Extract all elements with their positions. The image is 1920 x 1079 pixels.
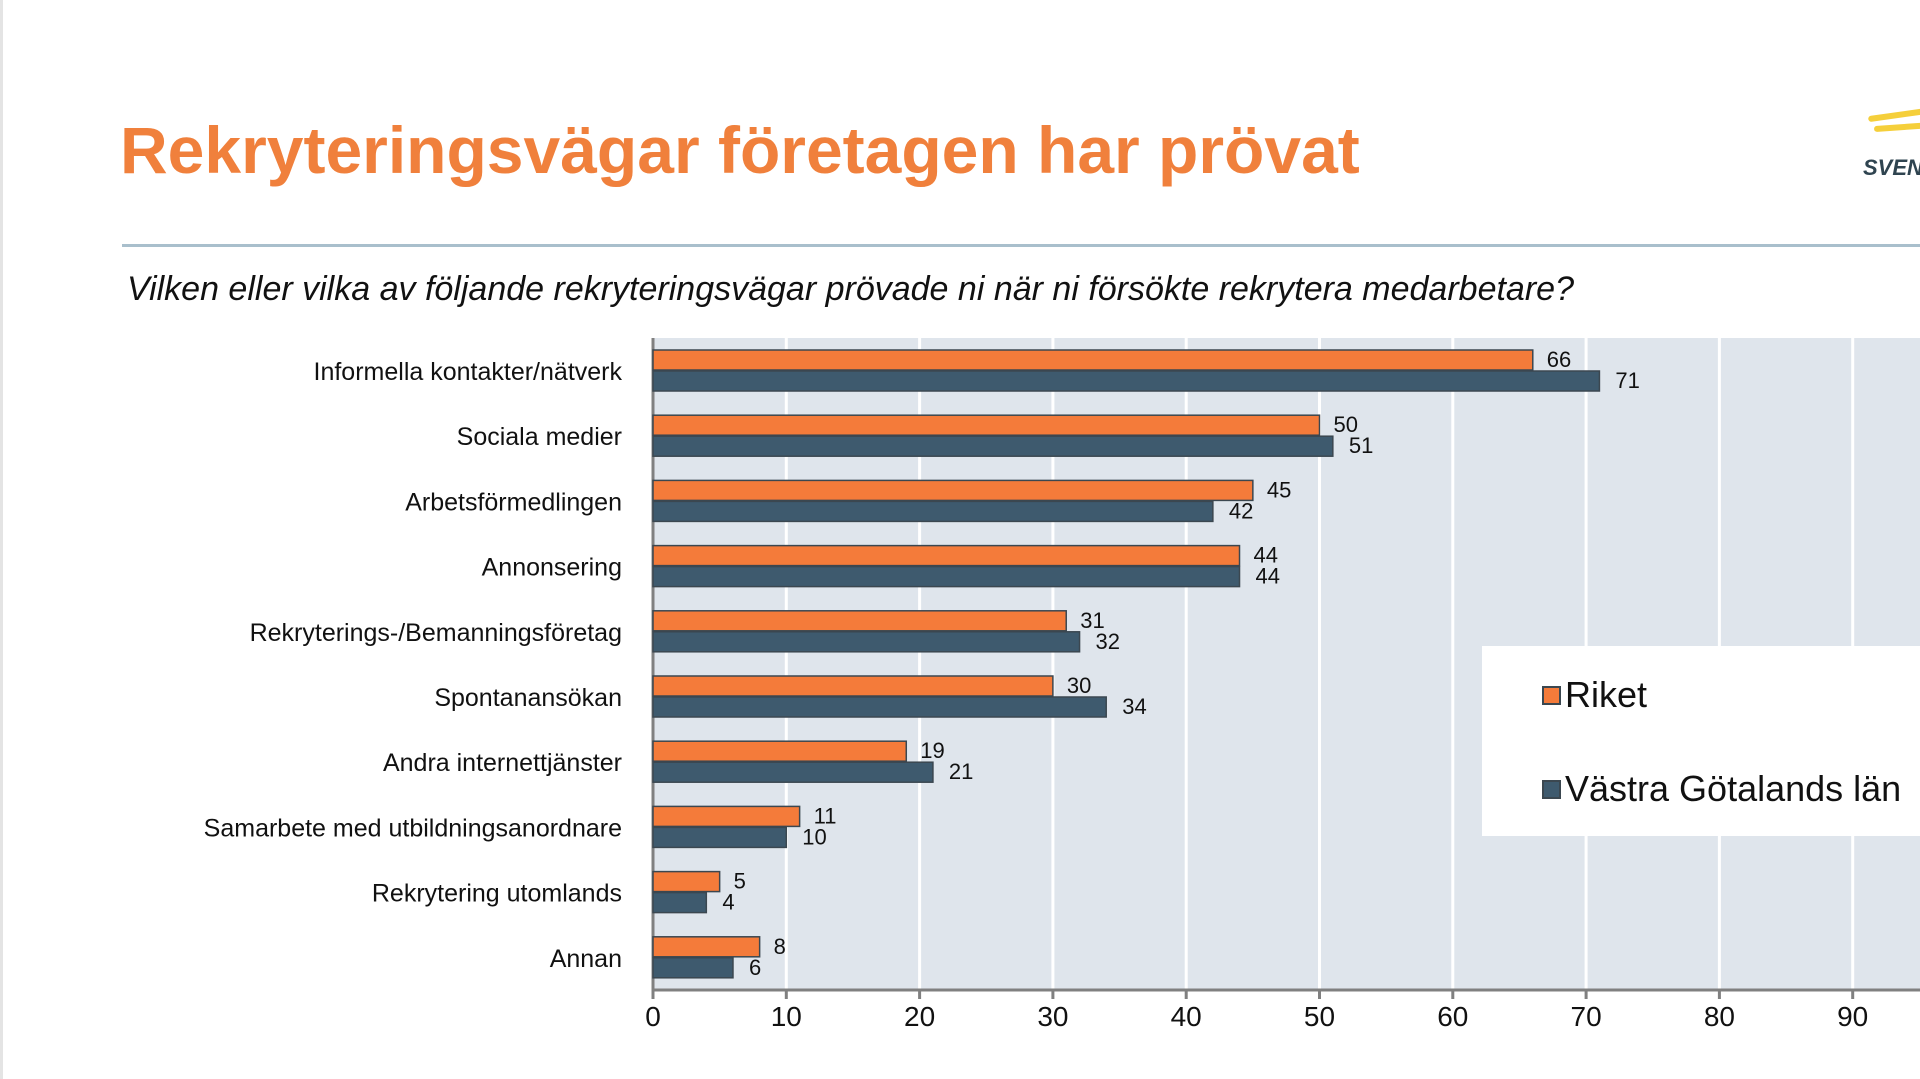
bar-riket — [652, 805, 801, 828]
bar-riket — [652, 610, 1067, 632]
x-tick-label: 80 — [1704, 1001, 1735, 1032]
bar-riket — [652, 740, 908, 762]
category-label: Rekrytering utomlands — [372, 880, 622, 908]
legend: Riket Västra Götalands län — [1482, 646, 1920, 836]
category-label: Annan — [550, 945, 622, 973]
bar-riket — [652, 544, 1241, 567]
x-tick-label: 30 — [1037, 1001, 1068, 1032]
data-label: 10 — [802, 824, 826, 849]
bar-vastra-gotaland — [652, 435, 1334, 457]
data-label: 19 — [920, 738, 944, 763]
bar-vastra-gotaland — [652, 696, 1107, 718]
category-label: Arbetsförmedlingen — [405, 488, 622, 516]
data-label: 4 — [722, 890, 734, 915]
logo-text: SVEN — [1863, 155, 1920, 180]
x-tick-label: 70 — [1571, 1001, 1602, 1032]
legend-swatch-riket — [1542, 685, 1561, 705]
x-tick-label: 60 — [1437, 1001, 1468, 1032]
data-label: 44 — [1254, 543, 1278, 568]
x-tick-label: 10 — [771, 1001, 802, 1032]
legend-item-riket: Riket — [1542, 674, 1647, 716]
category-label: Informella kontakter/nätverk — [314, 358, 623, 386]
chart-question: Vilken eller vilka av följande rekryteri… — [127, 270, 1574, 308]
legend-item-vastra-gotaland: Västra Götalands län — [1542, 768, 1901, 810]
x-tick-label: 50 — [1304, 1001, 1335, 1032]
data-label: 45 — [1267, 477, 1291, 502]
data-label: 6 — [749, 955, 761, 980]
legend-label: Riket — [1565, 674, 1648, 715]
data-label: 11 — [814, 803, 837, 828]
legend-label: Västra Götalands län — [1565, 768, 1902, 809]
category-label: Sociala medier — [457, 423, 622, 451]
bar-riket — [652, 936, 761, 958]
bar-riket — [652, 479, 1254, 502]
data-label: 21 — [949, 759, 973, 784]
slide-title: Rekryteringsvägar företagen har prövat — [120, 113, 1360, 187]
bar-vastra-gotaland — [652, 370, 1601, 392]
category-label: Samarbete med utbildningsanordnare — [204, 814, 622, 842]
bar-vastra-gotaland — [652, 957, 734, 979]
data-label: 42 — [1229, 498, 1253, 523]
data-label: 31 — [1080, 608, 1104, 633]
bar-riket — [652, 414, 1321, 436]
category-label: Rekryterings-/Bemanningsföretag — [250, 619, 622, 647]
data-label: 66 — [1547, 347, 1571, 372]
data-label: 5 — [734, 869, 746, 894]
x-tick-label: 40 — [1171, 1001, 1202, 1032]
category-label: Andra internettjänster — [383, 749, 622, 777]
data-label: 34 — [1122, 694, 1146, 719]
data-label: 8 — [774, 934, 786, 959]
data-label: 51 — [1349, 433, 1373, 458]
logo: SVEN — [1860, 107, 1920, 190]
category-label: Spontanansökan — [434, 684, 622, 712]
category-label: Annonsering — [482, 554, 622, 582]
data-label: 50 — [1334, 412, 1358, 437]
bar-vastra-gotaland — [652, 761, 934, 783]
bar-vastra-gotaland — [652, 891, 708, 914]
bar-vastra-gotaland — [652, 565, 1241, 588]
x-tick-label: 20 — [904, 1001, 935, 1032]
data-label: 32 — [1096, 629, 1120, 654]
bar-riket — [652, 870, 721, 893]
bar-vastra-gotaland — [652, 631, 1081, 653]
bar-riket — [652, 675, 1054, 697]
x-tick-label: 90 — [1837, 1001, 1868, 1032]
bar-vastra-gotaland — [652, 826, 788, 849]
data-label: 30 — [1067, 673, 1091, 698]
legend-swatch-vastra-gotaland — [1542, 779, 1561, 799]
slide-edge — [0, 0, 3, 1079]
data-label: 71 — [1615, 368, 1639, 393]
bar-vastra-gotaland — [652, 500, 1214, 523]
bar-riket — [652, 349, 1534, 371]
x-tick-label: 0 — [645, 1001, 661, 1032]
data-label: 44 — [1256, 564, 1280, 589]
title-divider — [122, 244, 1920, 247]
